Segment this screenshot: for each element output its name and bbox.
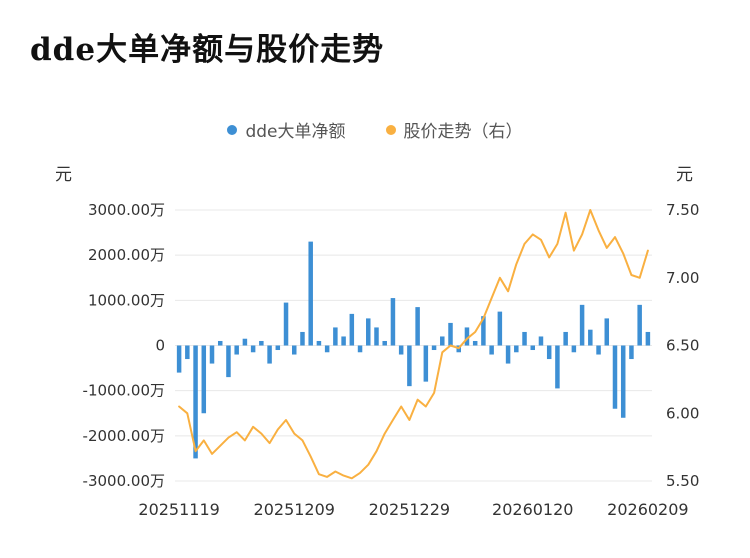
- svg-text:20260209: 20260209: [607, 500, 688, 519]
- svg-text:20260120: 20260120: [492, 500, 573, 519]
- svg-text:2000.00万: 2000.00万: [88, 246, 165, 264]
- legend-item-dde-net: dde大单净额: [227, 117, 346, 142]
- svg-text:3000.00万: 3000.00万: [88, 201, 165, 219]
- svg-text:6.50: 6.50: [666, 337, 699, 355]
- svg-text:20251229: 20251229: [369, 500, 450, 519]
- left-axis-unit: 元: [55, 165, 72, 185]
- legend-label-dde-net: dde大单净额: [245, 122, 346, 142]
- legend-item-stock-price: 股价走势（右）: [385, 117, 523, 142]
- right-axis-unit: 元: [676, 165, 693, 185]
- chart-title: dde大单净额与股价走势: [30, 32, 385, 68]
- svg-text:5.50: 5.50: [666, 472, 699, 490]
- legend: dde大单净额 股价走势（右）: [0, 117, 750, 142]
- svg-text:7.00: 7.00: [666, 269, 699, 287]
- svg-text:-3000.00万: -3000.00万: [83, 472, 165, 490]
- svg-text:-1000.00万: -1000.00万: [83, 382, 165, 400]
- svg-text:6.00: 6.00: [666, 404, 699, 422]
- svg-text:0: 0: [155, 337, 165, 355]
- svg-text:7.50: 7.50: [666, 201, 699, 219]
- svg-text:1000.00万: 1000.00万: [88, 291, 165, 309]
- svg-text:-2000.00万: -2000.00万: [83, 427, 165, 445]
- legend-label-stock-price: 股价走势（右）: [403, 122, 523, 142]
- legend-dot-blue-icon: [227, 124, 238, 135]
- legend-dot-orange-icon: [385, 124, 396, 135]
- svg-text:20251209: 20251209: [254, 500, 335, 519]
- svg-text:20251119: 20251119: [138, 500, 219, 519]
